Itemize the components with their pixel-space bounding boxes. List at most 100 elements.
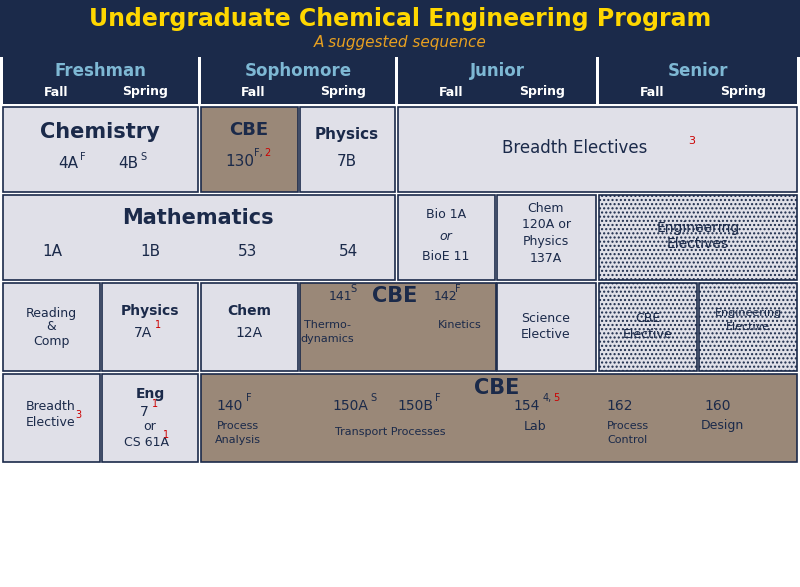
Text: &: & — [46, 321, 56, 333]
Bar — [300, 283, 496, 371]
Text: Engineering: Engineering — [714, 308, 782, 318]
Text: 141: 141 — [328, 289, 352, 302]
Text: 142: 142 — [433, 289, 457, 302]
Bar — [497, 283, 596, 371]
Text: Physics: Physics — [523, 235, 569, 248]
Text: Junior: Junior — [470, 62, 525, 80]
Text: 1: 1 — [155, 320, 161, 330]
Text: Breadth Electives: Breadth Electives — [502, 139, 648, 157]
Text: 5: 5 — [553, 393, 559, 403]
Text: Control: Control — [608, 435, 648, 445]
Bar — [3, 195, 395, 280]
Text: Undergraduate Chemical Engineering Program: Undergraduate Chemical Engineering Progr… — [89, 7, 711, 31]
Text: Fall: Fall — [241, 86, 266, 99]
Text: 4A: 4A — [58, 157, 78, 171]
Text: Senior: Senior — [668, 62, 728, 80]
Text: 1: 1 — [152, 399, 158, 409]
Text: S: S — [370, 393, 376, 403]
Text: or: or — [144, 420, 156, 433]
Bar — [699, 283, 797, 371]
Text: Freshman: Freshman — [54, 62, 146, 80]
Bar — [3, 57, 198, 104]
Text: 54: 54 — [338, 245, 358, 259]
Bar — [201, 374, 797, 462]
Bar — [300, 107, 395, 192]
Text: Science: Science — [522, 312, 570, 326]
Text: Transport Processes: Transport Processes — [334, 427, 446, 437]
Text: Mathematics: Mathematics — [122, 208, 274, 228]
Text: Eng: Eng — [135, 387, 165, 401]
Text: Lab: Lab — [524, 420, 546, 433]
Text: Chemistry: Chemistry — [40, 122, 160, 142]
Text: Electives: Electives — [667, 237, 729, 251]
Bar — [398, 195, 495, 280]
Text: 160: 160 — [705, 399, 731, 413]
Text: 130: 130 — [226, 154, 254, 170]
Bar — [3, 283, 100, 371]
Text: 53: 53 — [238, 245, 258, 259]
Text: Kinetics: Kinetics — [438, 320, 482, 330]
Text: 120A or: 120A or — [522, 218, 570, 231]
Text: 12A: 12A — [235, 326, 262, 340]
Bar — [201, 107, 298, 192]
Text: 7B: 7B — [337, 154, 357, 170]
Text: 7A: 7A — [134, 326, 152, 340]
Text: Fall: Fall — [439, 86, 464, 99]
Text: Spring: Spring — [122, 86, 168, 99]
Text: Engineering: Engineering — [656, 221, 740, 235]
Text: 162: 162 — [606, 399, 634, 413]
Text: 150A: 150A — [332, 399, 368, 413]
Text: Elective: Elective — [623, 329, 673, 342]
Text: S: S — [350, 284, 356, 294]
Bar — [3, 374, 100, 462]
Bar — [599, 283, 697, 371]
Text: CBE: CBE — [474, 378, 520, 398]
Text: Spring: Spring — [721, 86, 766, 99]
Text: 150B: 150B — [397, 399, 433, 413]
Bar — [398, 107, 797, 192]
Text: 3: 3 — [75, 410, 81, 420]
Text: F: F — [455, 284, 461, 294]
Text: A suggested sequence: A suggested sequence — [314, 35, 486, 49]
Bar — [497, 195, 596, 280]
Text: 140: 140 — [217, 399, 243, 413]
Text: Breadth: Breadth — [26, 400, 76, 413]
Text: 1A: 1A — [42, 245, 62, 259]
Text: Sophomore: Sophomore — [245, 62, 351, 80]
Text: Physics: Physics — [315, 127, 379, 141]
Text: Fall: Fall — [640, 86, 665, 99]
Bar — [201, 283, 298, 371]
Text: F: F — [435, 393, 441, 403]
Text: Elective: Elective — [26, 416, 76, 429]
Text: Fall: Fall — [43, 86, 68, 99]
Text: 4,: 4, — [542, 393, 552, 403]
Text: Design: Design — [700, 420, 744, 433]
Text: CBE: CBE — [372, 286, 418, 306]
Text: Chem: Chem — [528, 201, 564, 214]
Bar — [102, 374, 198, 462]
Text: 4B: 4B — [118, 157, 138, 171]
Bar — [201, 57, 395, 104]
Bar — [0, 0, 800, 57]
Text: 1: 1 — [163, 430, 169, 440]
Text: Elective: Elective — [521, 329, 571, 342]
Bar — [3, 107, 198, 192]
Text: 3: 3 — [689, 136, 695, 146]
Bar — [102, 283, 198, 371]
Text: BioE 11: BioE 11 — [422, 249, 470, 262]
Text: Reading: Reading — [26, 306, 77, 319]
Text: Spring: Spring — [320, 86, 366, 99]
Text: Thermo-: Thermo- — [303, 320, 350, 330]
Text: CBE: CBE — [635, 312, 661, 326]
Text: Physics: Physics — [121, 304, 179, 318]
Text: S: S — [140, 152, 146, 162]
Text: Process: Process — [607, 421, 649, 431]
Text: Process: Process — [217, 421, 259, 431]
Bar — [599, 195, 797, 280]
Text: Elective: Elective — [726, 322, 770, 332]
Text: 154: 154 — [514, 399, 540, 413]
Text: Comp: Comp — [33, 335, 69, 348]
Text: or: or — [440, 230, 452, 242]
Text: F: F — [246, 393, 252, 403]
Text: F,: F, — [254, 148, 262, 158]
